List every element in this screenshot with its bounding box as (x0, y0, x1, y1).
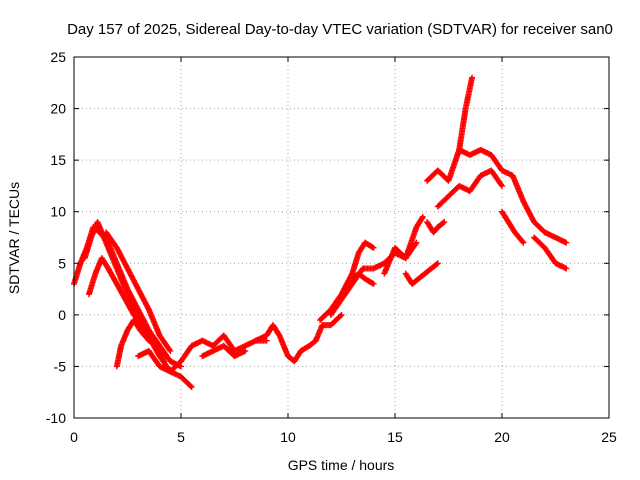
plot-frame (73, 56, 610, 419)
data-point (434, 260, 441, 267)
x-tick-label: 25 (601, 429, 617, 445)
y-tick-label: 5 (58, 255, 66, 271)
data-point (419, 213, 426, 220)
series-track-8 (252, 311, 345, 365)
x-tick-label: 5 (177, 429, 185, 445)
series-track-3 (85, 255, 195, 391)
y-tick-label: -10 (46, 410, 66, 426)
series-track-15 (424, 74, 476, 184)
data-point (433, 261, 440, 268)
data-point (419, 215, 426, 222)
data-point (187, 383, 194, 390)
grid (74, 57, 609, 418)
data-point (167, 347, 174, 354)
data-point (469, 74, 476, 81)
series-track-20 (531, 234, 570, 272)
data-point (153, 342, 160, 349)
data-point (519, 238, 526, 245)
data-point (154, 342, 161, 349)
series-track-7 (199, 342, 249, 360)
data-point (369, 244, 376, 251)
data-point (178, 363, 184, 370)
series-track-5 (113, 317, 161, 370)
data-point (263, 337, 270, 344)
series-track-19 (520, 198, 570, 246)
data-point (441, 219, 448, 226)
chart-title: Day 157 of 2025, Sidereal Day-to-day VTE… (67, 21, 613, 38)
y-axis-label: SDTVAR / TECUs (6, 182, 22, 294)
data-point (563, 239, 570, 246)
x-axis-label: GPS time / hours (288, 457, 395, 473)
y-tick-label: 20 (50, 101, 66, 117)
data-point (499, 182, 505, 189)
series-track-11 (349, 270, 377, 287)
y-tick-label: 0 (58, 307, 66, 323)
x-tick-label: 0 (70, 429, 78, 445)
series-track-16 (434, 167, 505, 210)
series-track-6 (135, 332, 270, 375)
x-tick-label: 10 (280, 429, 296, 445)
data-point (440, 219, 447, 226)
data-point (337, 312, 344, 319)
y-tick-label: 25 (50, 49, 66, 65)
data-point (188, 384, 195, 391)
data-point (370, 280, 377, 287)
x-tick-label: 15 (387, 429, 403, 445)
data-point (338, 311, 345, 318)
data-points (71, 74, 570, 391)
y-tick-label: 10 (50, 204, 66, 220)
data-point (166, 346, 173, 353)
data-point (242, 347, 249, 354)
series-track-18 (499, 208, 527, 246)
data-point (520, 239, 527, 246)
data-point (563, 265, 570, 272)
series-track-13 (402, 260, 441, 287)
data-point (369, 280, 376, 287)
x-tick-label: 20 (494, 429, 510, 445)
series-track-17 (456, 146, 527, 205)
series-track-14 (424, 219, 448, 236)
y-tick-label: -5 (54, 358, 67, 374)
data-point (370, 244, 377, 251)
y-tick-label: 15 (50, 152, 66, 168)
data-point (413, 239, 420, 246)
series-track-4 (103, 229, 174, 354)
data-point (498, 181, 505, 188)
axis-ticks: 0 5 10 15 20 25 -10 -5 0 5 10 15 20 25 (46, 49, 617, 445)
series-track-12 (381, 213, 426, 277)
